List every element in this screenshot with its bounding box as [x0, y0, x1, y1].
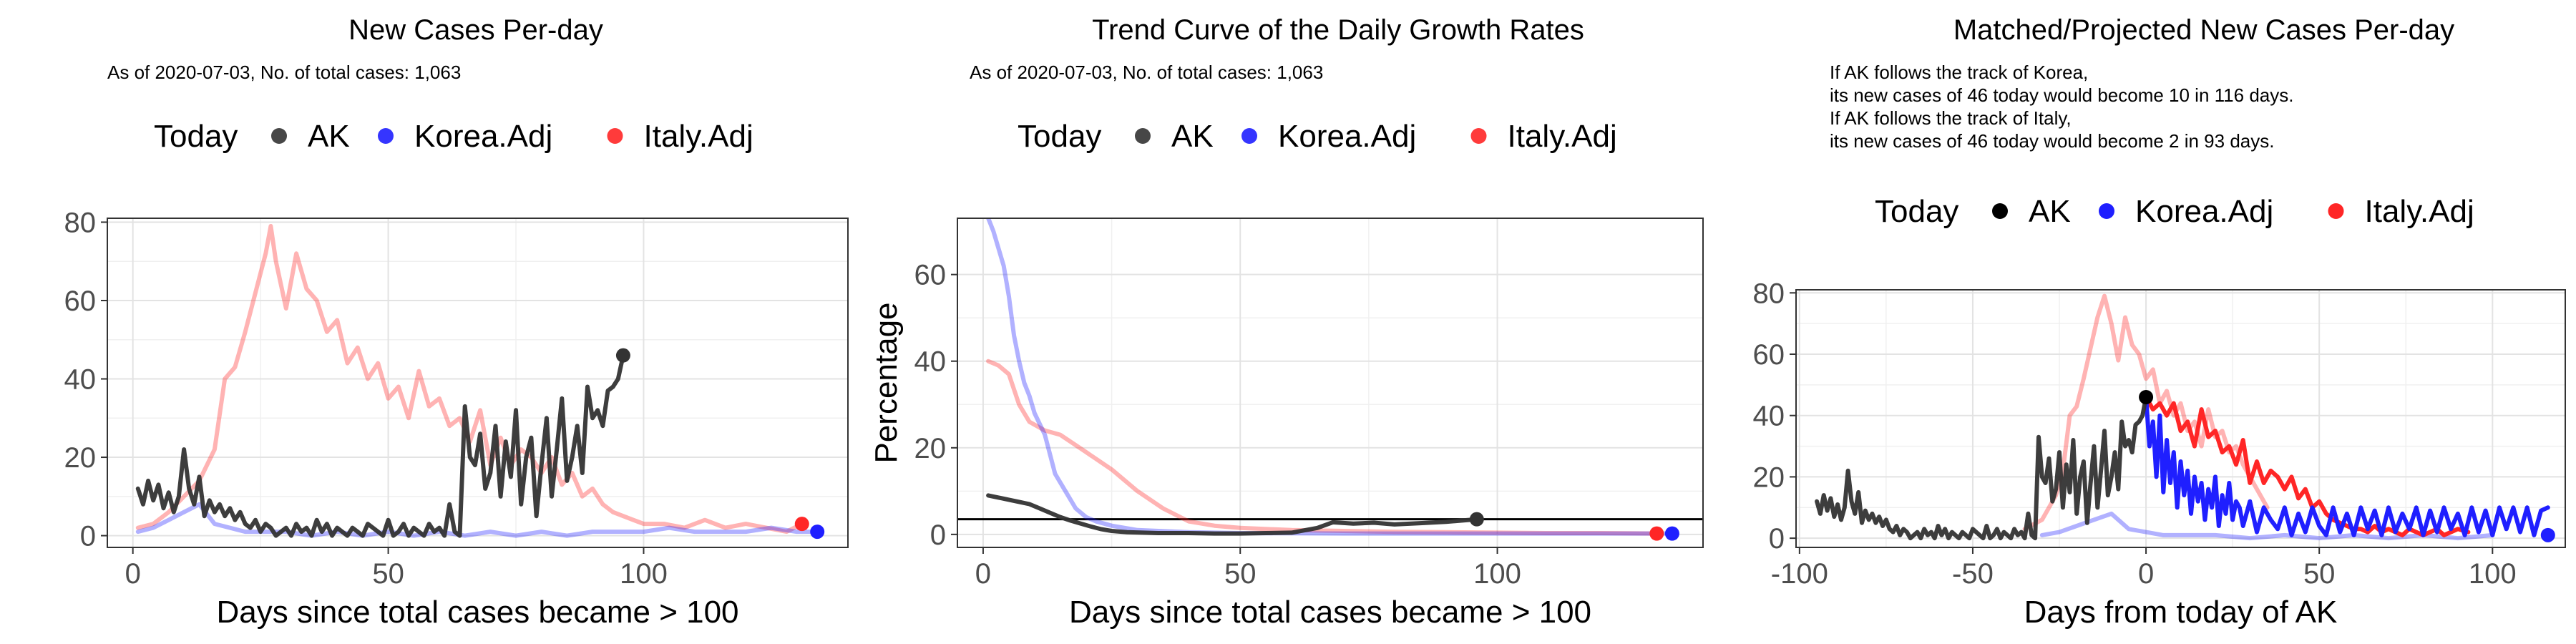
grid	[107, 218, 848, 547]
x-tick-label: 100	[2469, 558, 2517, 590]
series-line-italy-adj	[986, 358, 1659, 536]
today-point-italy-adj	[794, 517, 809, 532]
legend-label-korea: Korea.Adj	[414, 119, 552, 154]
today-point-ak	[1469, 512, 1484, 527]
y-tick-label: 80	[1753, 278, 1785, 309]
chart-panel-2: Trend Curve of the Daily Growth Rates As …	[869, 14, 1704, 630]
y-tick-label: 40	[1753, 401, 1785, 432]
series-line-ak	[1815, 395, 2149, 541]
chart-subtitle-line: If AK follows the track of Korea,	[1830, 62, 2088, 83]
y-tick-label: 60	[1753, 339, 1785, 371]
legend-key-italy	[1470, 128, 1487, 144]
legend-key-ak	[1135, 128, 1151, 144]
chart-title: Matched/Projected New Cases Per-day	[1953, 14, 2454, 46]
today-point-ak	[2139, 390, 2154, 404]
y-tick-label: 0	[1769, 523, 1785, 555]
series-line-korea-adj-projected	[2144, 395, 2550, 537]
x-axis-label: Days from today of AK	[2024, 595, 2338, 630]
y-tick-label: 80	[64, 207, 97, 238]
series-line-ak	[135, 353, 625, 538]
legend-label-italy: Italy.Adj	[644, 119, 753, 154]
legend-label-ak: AK	[1171, 119, 1214, 154]
plot-border	[1795, 289, 2566, 548]
plot-area	[107, 218, 848, 547]
data-layer	[135, 224, 825, 540]
today-point-ak	[615, 348, 630, 363]
legend-title: Today	[1875, 194, 1958, 229]
series-line-italy-adj-projected	[2144, 395, 2471, 537]
x-tick-label: -50	[1952, 558, 1994, 590]
series-line-korea-adj-matched	[2039, 511, 2495, 541]
legend-key-italy	[607, 128, 623, 144]
legend-label-italy: Italy.Adj	[1508, 119, 1617, 154]
x-tick-label: 0	[125, 558, 141, 590]
legend: Today AK Korea.Adj Italy.Adj	[1875, 194, 2474, 229]
data-layer	[957, 218, 1703, 541]
legend-label-ak: AK	[2029, 194, 2071, 229]
chart-subtitle-line: As of 2020-07-03, No. of total cases: 1,…	[107, 62, 461, 83]
legend-title: Today	[154, 119, 238, 154]
legend: Today AK Korea.Adj Italy.Adj	[154, 119, 753, 154]
y-tick-label: 20	[914, 433, 947, 464]
x-tick-label: 50	[372, 558, 404, 590]
today-point-italy-adj	[1649, 526, 1664, 541]
x-tick-label: 100	[620, 558, 668, 590]
series-line-ak	[986, 493, 1479, 536]
legend-label-ak: AK	[308, 119, 350, 154]
data-layer	[1815, 293, 2555, 542]
chart-panel-1: New Cases Per-day As of 2020-07-03, No. o…	[64, 14, 849, 630]
chart-subtitle-line: As of 2020-07-03, No. of total cases: 1,…	[970, 62, 1323, 83]
today-point-korea-adj	[1664, 526, 1679, 541]
y-tick-label: 20	[1753, 462, 1785, 493]
y-tick-label: 20	[64, 442, 97, 474]
series-line-italy-adj-matched	[2022, 293, 2270, 532]
legend-key-korea	[2099, 203, 2114, 219]
chart-title: New Cases Per-day	[348, 14, 603, 46]
grid	[957, 218, 1703, 547]
plot-border	[957, 218, 1704, 548]
today-point-korea-adj	[810, 525, 825, 540]
legend-key-italy	[2328, 203, 2344, 219]
x-tick-label: 100	[1473, 558, 1521, 590]
legend: Today AK Korea.Adj Italy.Adj	[1018, 119, 1617, 154]
chart-subtitle-line: its new cases of 46 today would become 1…	[1830, 84, 2293, 106]
x-axis-label: Days since total cases became > 100	[216, 595, 738, 630]
x-tick-label: 50	[1224, 558, 1257, 590]
x-tick-label: 0	[2138, 558, 2154, 590]
series-line-italy-adj	[135, 224, 804, 535]
plot-area	[957, 218, 1703, 547]
y-tick-label: 0	[80, 521, 96, 552]
plot-border	[107, 218, 849, 548]
x-tick-label: -100	[1771, 558, 1828, 590]
legend-key-korea	[378, 128, 394, 144]
grid	[1796, 290, 2565, 547]
y-tick-label: 60	[64, 286, 97, 317]
y-tick-label: 60	[914, 260, 947, 291]
chart-title: Trend Curve of the Daily Growth Rates	[1092, 14, 1584, 46]
legend-label-korea: Korea.Adj	[1278, 119, 1416, 154]
chart-panel-3: Matched/Projected New Cases Per-day If AK…	[1753, 14, 2566, 630]
y-tick-label: 40	[914, 346, 947, 378]
legend-label-italy: Italy.Adj	[2365, 194, 2474, 229]
x-axis-label: Days since total cases became > 100	[1069, 595, 1591, 630]
x-tick-label: 50	[2303, 558, 2336, 590]
legend-title: Today	[1018, 119, 1101, 154]
legend-key-ak	[271, 128, 287, 144]
legend-label-korea: Korea.Adj	[2135, 194, 2273, 229]
y-tick-label: 0	[930, 519, 946, 551]
y-tick-label: 40	[64, 364, 97, 396]
plot-area	[1796, 290, 2565, 547]
x-tick-label: 0	[975, 558, 991, 590]
chart-subtitle-line: If AK follows the track of Italy,	[1830, 107, 2072, 129]
chart-subtitle-line: its new cases of 46 today would become 2…	[1830, 130, 2274, 152]
today-point-korea-adj	[2540, 527, 2555, 542]
legend-key-korea	[1241, 128, 1257, 144]
legend-key-ak	[1992, 203, 2008, 219]
y-axis-label: Percentage	[869, 302, 904, 463]
